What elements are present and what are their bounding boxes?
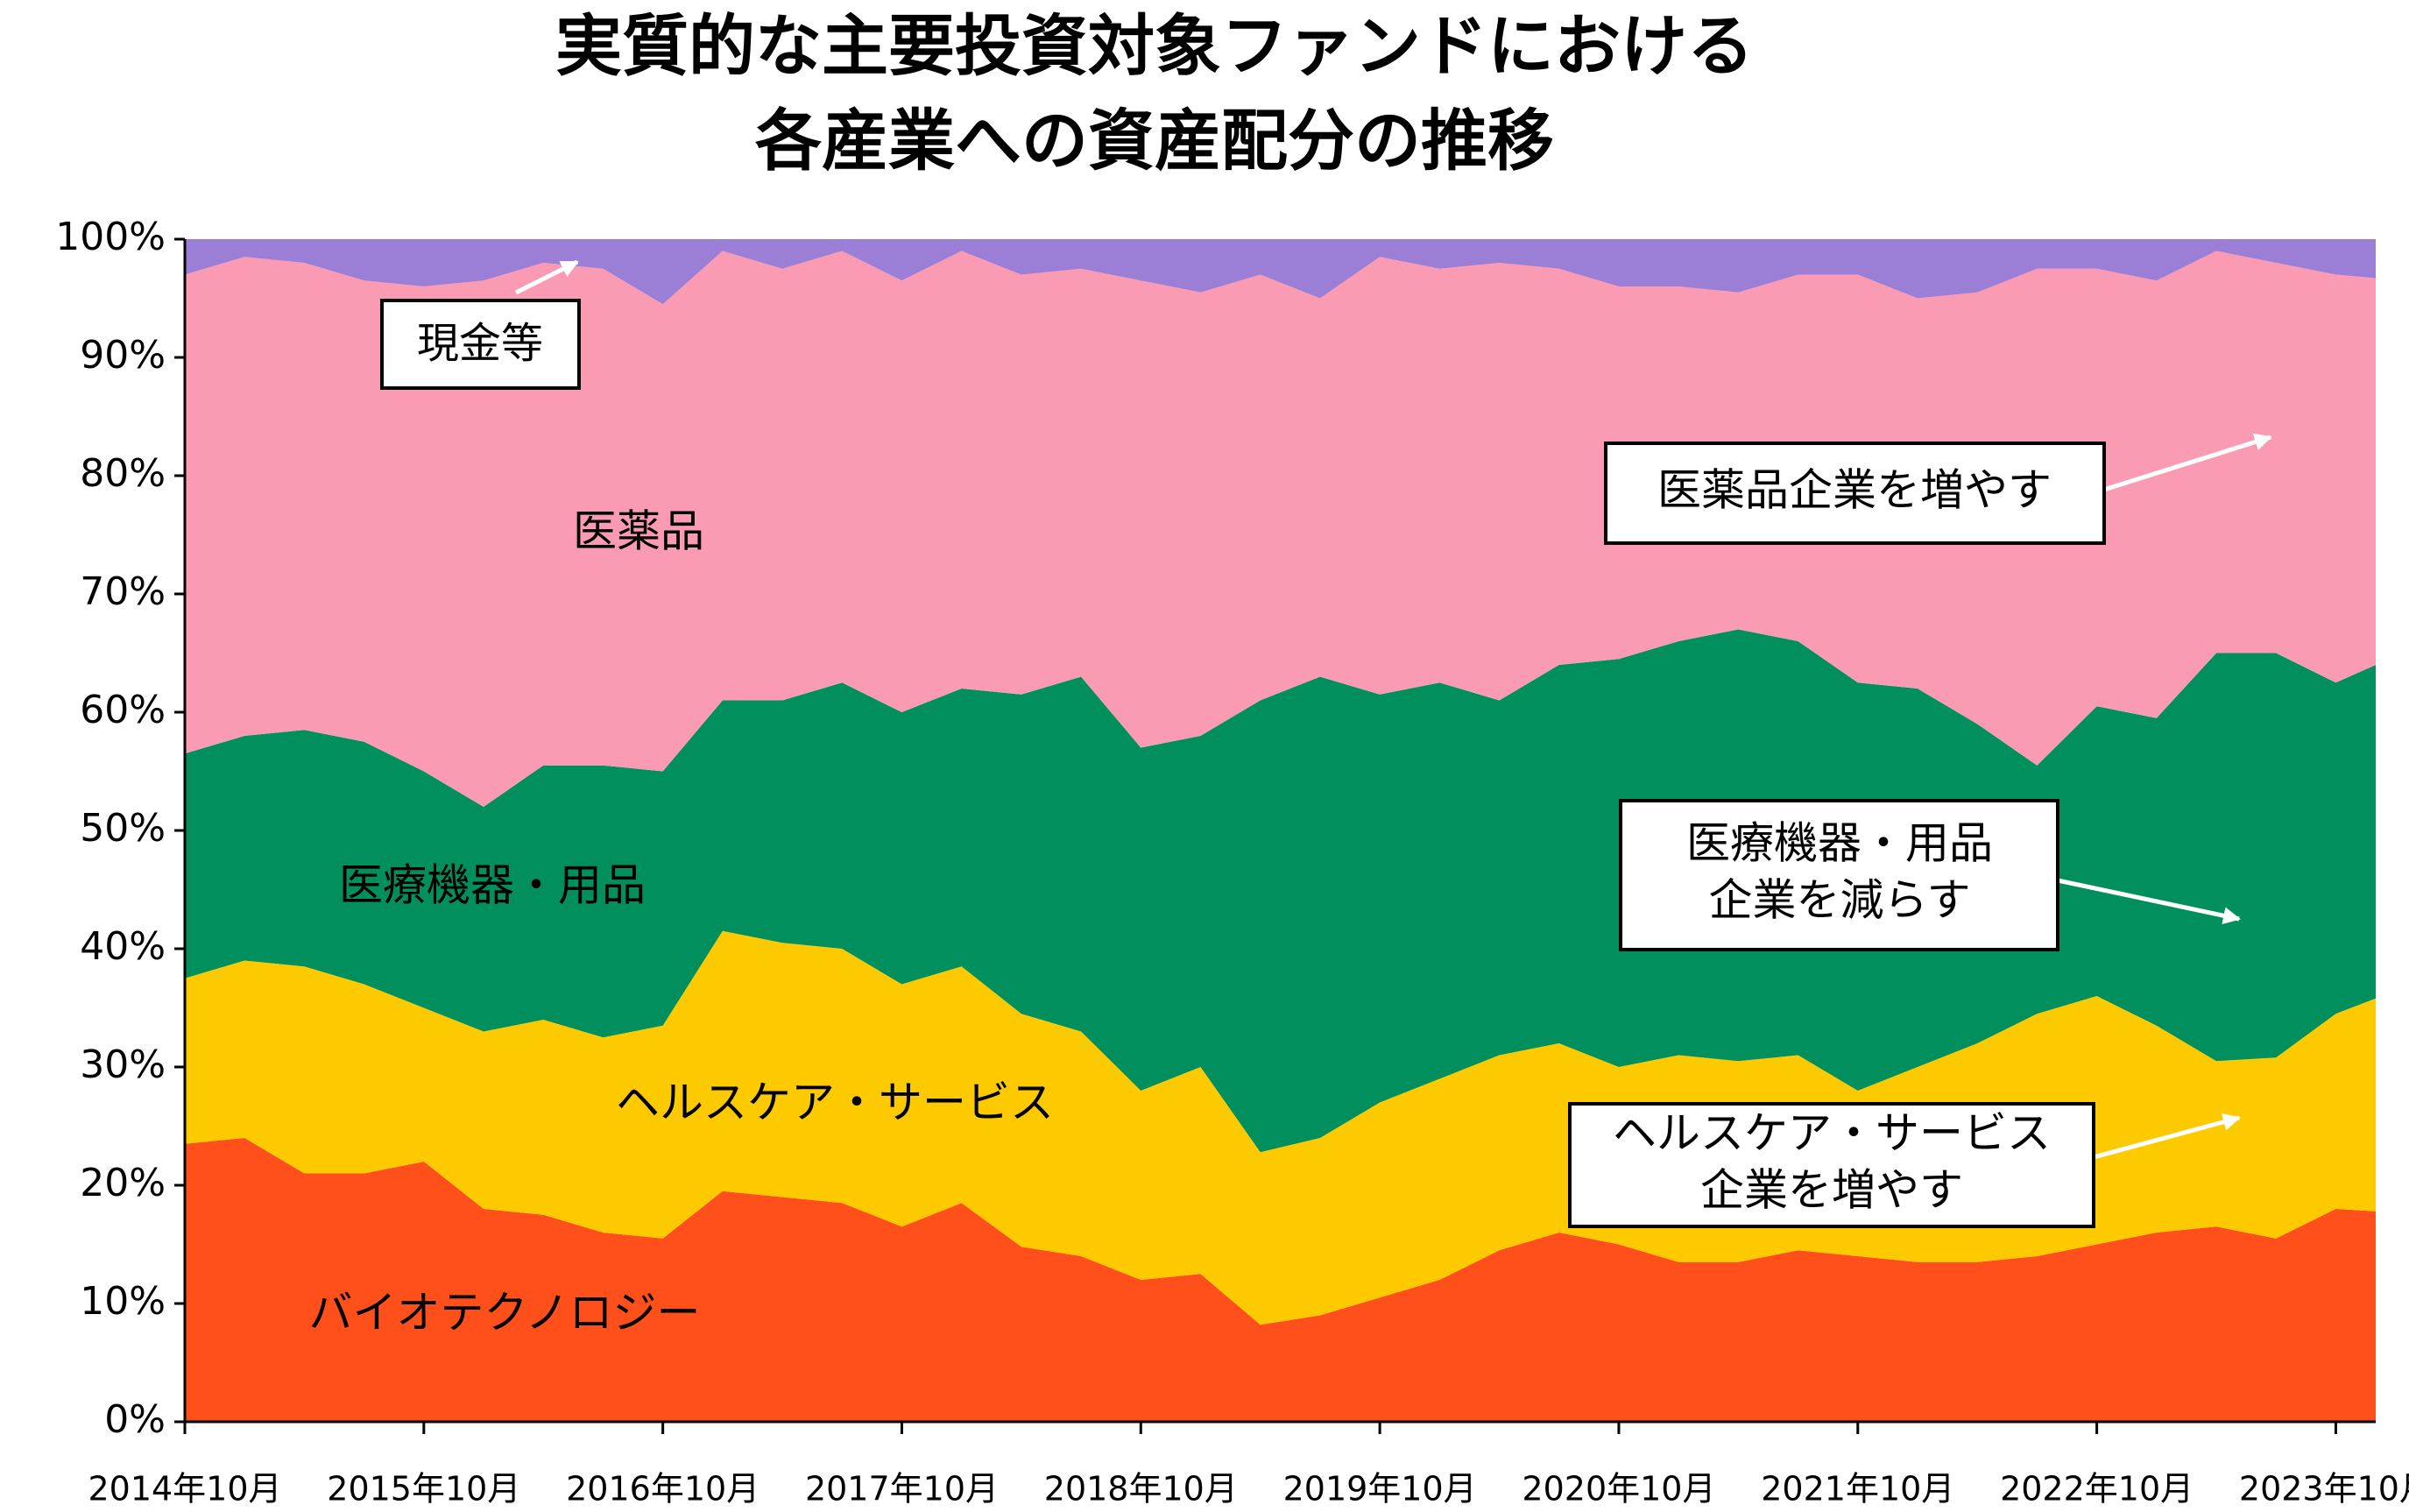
x-tick-label: 2020年10月 bbox=[1522, 1470, 1715, 1508]
x-tick-label: 2017年10月 bbox=[805, 1470, 999, 1508]
y-tick-label: 70% bbox=[80, 569, 166, 614]
label-box bbox=[380, 299, 581, 390]
y-tick-label: 30% bbox=[80, 1042, 166, 1087]
annotation: 医薬品企業を増やす bbox=[1657, 465, 2052, 516]
plot-area bbox=[185, 239, 2376, 1422]
area bbox=[185, 629, 2376, 1153]
y-tick-label: 10% bbox=[80, 1279, 166, 1324]
y-tick-label: 0% bbox=[104, 1397, 166, 1442]
x-tick-label: 2022年10月 bbox=[2000, 1470, 2194, 1508]
x-tick-label: 2014年10月 bbox=[88, 1470, 281, 1508]
x-tick-label: 2016年10月 bbox=[566, 1470, 759, 1508]
series-label: 医療機器・用品 bbox=[339, 860, 646, 911]
y-tick-label: 50% bbox=[80, 806, 166, 851]
chart-title: 実質的な主要投資対象ファンドにおける bbox=[555, 7, 1754, 85]
arrow bbox=[2103, 433, 2272, 492]
annotation-box bbox=[1568, 1102, 2095, 1228]
annotation: ヘルスケア・サービス bbox=[1613, 1108, 2051, 1159]
x-tick-label: 2021年10月 bbox=[1761, 1470, 1954, 1508]
x-tick-label: 2023年10月 bbox=[2239, 1470, 2409, 1508]
y-tick-label: 100% bbox=[55, 215, 166, 259]
series-label: バイオテクノロジー bbox=[309, 1288, 701, 1339]
series-label: 現金等 bbox=[417, 319, 543, 368]
area bbox=[185, 1138, 2376, 1422]
y-tick-label: 20% bbox=[80, 1161, 166, 1205]
x-tick-label: 2015年10月 bbox=[327, 1470, 520, 1508]
annotation: 医療機器・用品 bbox=[1686, 818, 1993, 869]
overlay: 0% 10% 20% 30% 40% 50% 60% 70% 80% 90% 100% 2014年10… bbox=[55, 215, 2409, 1508]
y-tick-label: 80% bbox=[80, 451, 166, 496]
chart-title: 各産業への資産配分の推移 bbox=[755, 102, 1554, 180]
area bbox=[185, 239, 2376, 305]
series-label: 医薬品 bbox=[573, 506, 704, 557]
x-tick-label: 2018年10月 bbox=[1044, 1470, 1238, 1508]
arrow bbox=[514, 259, 579, 295]
y-tick-label: 90% bbox=[80, 333, 166, 378]
y-tick-label: 40% bbox=[80, 924, 166, 969]
series-label: ヘルスケア・サービス bbox=[616, 1077, 1054, 1128]
annotation: 企業を減らす bbox=[1709, 875, 1971, 926]
annotation-box bbox=[1604, 442, 2106, 545]
annotation-box bbox=[1619, 799, 2059, 951]
annotation: 企業を増やす bbox=[1700, 1165, 1963, 1216]
y-tick-label: 60% bbox=[80, 688, 166, 732]
arrow bbox=[2057, 878, 2241, 925]
arrow bbox=[2093, 1113, 2241, 1160]
area bbox=[185, 251, 2376, 807]
x-tick-label: 2019年10月 bbox=[1283, 1470, 1477, 1508]
